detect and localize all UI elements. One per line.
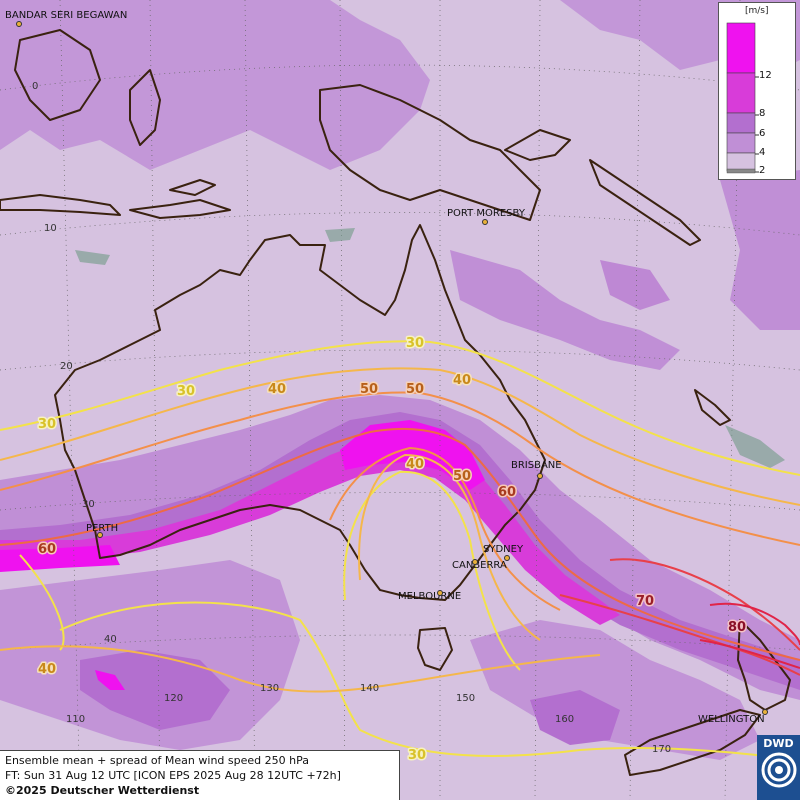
city-marker — [504, 555, 510, 561]
contour-label: 70 — [636, 594, 654, 609]
dwd-logo: DWD — [757, 735, 800, 800]
contour-40-south — [0, 645, 601, 693]
contour-label: 30 — [177, 384, 195, 399]
contour-60 — [0, 427, 800, 661]
new-caledonia-coast — [694, 389, 731, 426]
tasmania-coast — [417, 627, 453, 671]
latitude-label: 30 — [82, 499, 95, 510]
lesser-sunda-coast — [129, 199, 231, 219]
city-label-perth: PERTH — [86, 523, 118, 534]
contour-40-inner — [358, 453, 541, 641]
south-island-nz — [624, 709, 761, 776]
contour-label: 60 — [38, 542, 56, 557]
contour-50 — [0, 391, 800, 546]
contour-label: 50 — [406, 382, 424, 397]
contour-50-inner — [329, 446, 561, 611]
legend-tick: 8 — [759, 108, 766, 119]
legend-unit: [m/s] — [745, 6, 769, 16]
city-label-port-moresby: PORT MORESBY — [447, 208, 526, 219]
city-label-sydney: SYDNEY — [483, 544, 524, 555]
cities: BANDAR SERI BEGAWAN PORT MORESBY BRISBAN… — [5, 10, 768, 725]
city-marker — [537, 473, 543, 479]
city-marker — [482, 219, 488, 225]
contour-30-inner — [343, 470, 521, 671]
longitude-label: 130 — [260, 683, 279, 694]
contour-80-b — [699, 639, 800, 669]
forecast-time: FT: Sun 31 Aug 12 UTC [ICON EPS 2025 Aug… — [5, 769, 341, 782]
coastlines — [0, 29, 791, 776]
contour-label: 60 — [498, 485, 516, 500]
city-marker — [762, 709, 768, 715]
contour-30 — [0, 340, 800, 476]
latitude-label: 10 — [44, 223, 57, 234]
longitude-label: 160 — [555, 714, 574, 725]
info-box: Ensemble mean + spread of Mean wind spee… — [0, 750, 400, 800]
contour-labels: 30 30 30 30 40 40 40 40 50 50 50 60 60 7… — [37, 335, 748, 765]
bismarck-coast — [504, 129, 571, 161]
longitude-label: 110 — [66, 714, 85, 725]
city-marker — [97, 532, 103, 538]
color-legend: [m/s] 12 8 6 4 2 — [718, 2, 796, 180]
north-island-nz — [737, 619, 791, 711]
city-label-canberra: CANBERRA — [452, 560, 507, 571]
contour-label: 40 — [268, 382, 286, 397]
latitude-label: 0 — [32, 81, 38, 92]
contour-70 — [609, 558, 800, 651]
longitude-label: 120 — [164, 693, 183, 704]
contour-label: 50 — [360, 382, 378, 397]
solomons-coast — [589, 159, 701, 246]
contour-30-south — [59, 601, 800, 761]
city-label-wellington: WELLINGTON — [698, 714, 765, 725]
new-guinea-coast — [319, 84, 541, 221]
dwd-swirl-icon — [761, 752, 796, 788]
java-coast — [0, 194, 121, 216]
logo-text: DWD — [763, 737, 794, 750]
contour-label: 40 — [453, 373, 471, 388]
contour-label: 30 — [38, 417, 56, 432]
latitude-label: 40 — [104, 634, 117, 645]
contour-40 — [0, 367, 800, 506]
timor-coast — [169, 179, 216, 196]
copyright: ©2025 Deutscher Wetterdienst — [5, 784, 200, 797]
contour-label: 80 — [728, 620, 746, 635]
legend-tick: 2 — [759, 165, 766, 176]
grid-labels: 0 10 20 30 40 110 120 130 140 150 160 17… — [32, 81, 671, 755]
latitude-label: 20 — [60, 361, 73, 372]
longitude-label: 150 — [456, 693, 475, 704]
isotach-contours — [0, 340, 800, 761]
contour-label: 30 — [406, 336, 424, 351]
city-marker — [16, 21, 22, 27]
city-label-melbourne: MELBOURNE — [398, 591, 461, 602]
legend-tick: 12 — [759, 70, 772, 81]
borneo-coast — [14, 29, 101, 121]
sulawesi-coast — [129, 69, 161, 146]
city-label-brisbane: BRISBANE — [511, 460, 562, 471]
land-fill — [75, 228, 785, 468]
longitude-label: 170 — [652, 744, 671, 755]
contour-label: 40 — [38, 662, 56, 677]
contour-label: 50 — [453, 469, 471, 484]
city-label-bandar-seri-begawan: BANDAR SERI BEGAWAN — [5, 10, 127, 21]
city-marker — [437, 590, 443, 596]
legend-tick: 6 — [759, 128, 766, 139]
city-marker — [472, 559, 478, 565]
legend-colorbar — [726, 22, 759, 174]
legend-tick: 4 — [759, 147, 766, 158]
contour-label: 40 — [406, 457, 424, 472]
longitude-label: 140 — [360, 683, 379, 694]
product-title: Ensemble mean + spread of Mean wind spee… — [5, 754, 309, 767]
contour-80 — [709, 602, 800, 646]
contour-label: 30 — [408, 748, 426, 763]
australia-coast — [54, 224, 546, 601]
